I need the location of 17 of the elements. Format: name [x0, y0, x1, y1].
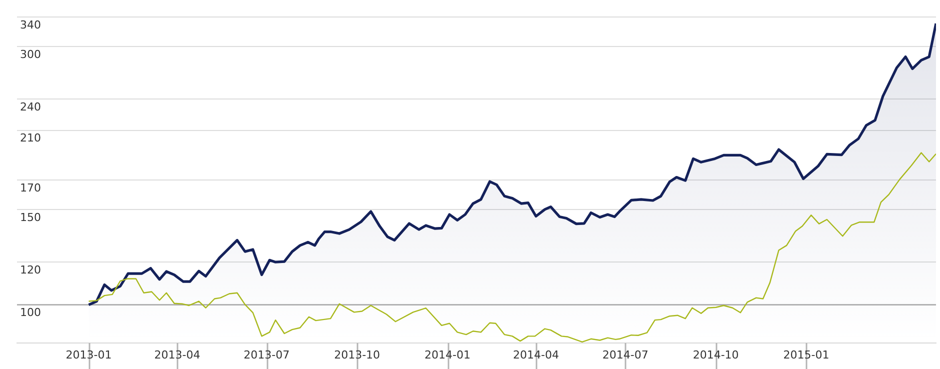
y-tick-label: 100: [20, 306, 41, 320]
y-tick-label: 170: [20, 181, 41, 194]
x-tick-label: 2014-01: [424, 348, 470, 362]
x-tick-label: 2013-10: [334, 348, 380, 362]
x-tick-label: 2014-07: [602, 348, 648, 362]
x-tick-label: 2014-10: [692, 348, 739, 362]
y-tick-label: 340: [20, 18, 41, 32]
x-tick-label: 2014-04: [512, 348, 559, 362]
y-tick-label: 240: [20, 100, 41, 114]
y-tick-label: 120: [20, 263, 41, 276]
x-tick-label: 2013-04: [154, 348, 200, 362]
x-tick-label: 2015-01: [783, 348, 830, 362]
x-tick-label: 2013-01: [66, 348, 112, 362]
y-tick-label: 150: [20, 210, 41, 224]
y-tick-label: 300: [20, 48, 41, 61]
y-tick-label: 210: [20, 132, 41, 145]
x-tick-label: 2013-07: [244, 348, 290, 362]
